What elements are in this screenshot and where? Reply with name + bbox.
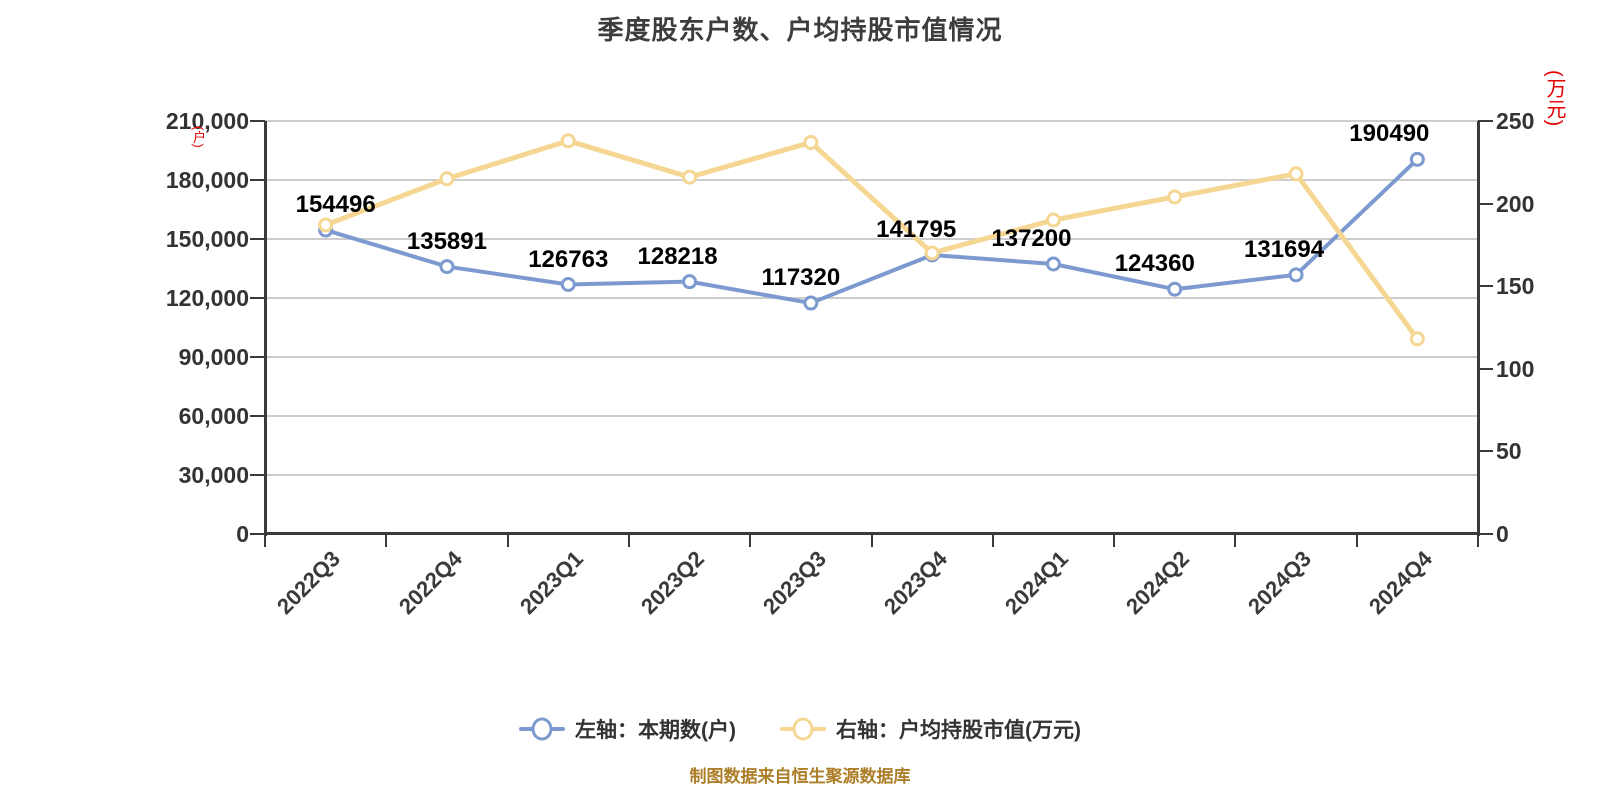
y-axis-tick	[1478, 367, 1493, 370]
gridline	[265, 414, 1478, 417]
gridline	[265, 296, 1478, 299]
x-axis-tick	[385, 534, 388, 547]
data-point[interactable]	[1045, 256, 1061, 272]
data-label: 137200	[991, 225, 1072, 252]
y-axis-tick-label: 210,000	[165, 108, 249, 134]
legend-label: 右轴：户均持股市值(万元)	[836, 719, 1081, 742]
y-axis-tick-label: 180,000	[165, 166, 249, 193]
chart-title: 季度股东户数、户均持股市值情况	[597, 15, 1003, 45]
y-axis-tick-label: 120,000	[165, 284, 249, 311]
y-axis-tick-label: 200	[1496, 190, 1535, 217]
y-axis-tick-label: 250	[1496, 108, 1535, 134]
data-point[interactable]	[803, 134, 819, 150]
x-axis-tick	[627, 534, 630, 547]
data-source-footer: 制图数据来自恒生聚源数据库	[689, 767, 911, 786]
x-axis-tick	[264, 534, 266, 547]
y-axis-tick	[1478, 202, 1493, 205]
y-axis-tick	[250, 532, 265, 535]
data-point[interactable]	[439, 171, 455, 187]
y-axis-tick	[250, 296, 265, 299]
x-axis-tick	[749, 534, 752, 547]
data-label: 124360	[1114, 250, 1195, 278]
legend-label: 左轴：本期数(户)	[575, 719, 736, 742]
y-axis-tick	[250, 414, 265, 417]
data-label: 190490	[1349, 120, 1430, 148]
y-axis-line-left	[263, 121, 267, 536]
y-axis-tick	[250, 237, 265, 240]
data-label: 126763	[528, 245, 609, 273]
gridline	[265, 237, 1478, 240]
data-label: 128218	[637, 242, 718, 270]
series-line-yellow	[323, 138, 1420, 342]
y-axis-tick	[250, 178, 265, 181]
data-label: 117320	[761, 264, 841, 292]
y-axis-tick-label: 0	[236, 520, 249, 547]
data-point[interactable]	[682, 169, 698, 185]
data-point[interactable]	[682, 274, 698, 290]
y-axis-tick-label: 150,000	[165, 225, 249, 252]
legend-line-marker-blue	[519, 717, 565, 741]
gridline	[265, 473, 1478, 476]
legend-line-marker-yellow	[780, 717, 826, 741]
y-axis-tick	[1478, 450, 1493, 452]
y-axis-tick-label: 150	[1496, 273, 1535, 299]
legend-dot-icon	[792, 717, 814, 741]
gridline	[265, 178, 1478, 181]
x-axis-tick	[1234, 534, 1237, 547]
data-point[interactable]	[439, 259, 455, 275]
x-axis-tick	[1477, 534, 1479, 547]
legend-item-avg-holding-value[interactable]: 右轴：户均持股市值(万元)	[780, 714, 1081, 744]
x-axis-tick	[1355, 534, 1358, 547]
y-axis-tick-label: 60,000	[178, 402, 249, 429]
gridline	[265, 120, 1478, 122]
y-axis-tick-label: 90,000	[178, 343, 249, 370]
data-point[interactable]	[803, 295, 819, 311]
data-point[interactable]	[1409, 331, 1425, 347]
y-axis-tick-label: 30,000	[178, 461, 249, 488]
data-point[interactable]	[1167, 281, 1183, 297]
y-axis-tick	[1478, 532, 1493, 535]
x-axis-tick	[991, 534, 994, 547]
data-point[interactable]	[560, 277, 576, 293]
y-axis-tick	[250, 473, 265, 476]
y-axis-line-right	[1476, 121, 1480, 536]
x-axis-tick	[506, 534, 509, 547]
data-label: 135891	[406, 227, 487, 255]
x-axis-line	[263, 532, 1480, 535]
legend-item-shareholder-count[interactable]: 左轴：本期数(户)	[519, 714, 736, 744]
y-axis-tick-label: 0	[1496, 520, 1509, 547]
data-point[interactable]	[1045, 212, 1061, 228]
data-point[interactable]	[1409, 151, 1425, 167]
data-label: 131694	[1244, 235, 1325, 263]
legend-dot-icon	[531, 717, 553, 741]
legend: 左轴：本期数(户) 右轴：户均持股市值(万元)	[0, 714, 1600, 744]
left-axis-unit-label: (户)	[191, 126, 206, 148]
data-label: 141795	[876, 215, 957, 243]
y-axis-tick-label: 100	[1496, 355, 1535, 382]
data-point[interactable]	[924, 245, 940, 261]
series-line-blue	[323, 157, 1420, 306]
data-label: 154496	[295, 191, 376, 219]
y-axis-tick-label: 50	[1496, 438, 1522, 464]
y-axis-tick	[250, 120, 265, 122]
x-axis-tick	[870, 534, 873, 547]
gridline	[265, 355, 1478, 358]
data-point[interactable]	[1288, 166, 1304, 182]
y-axis-tick	[250, 355, 265, 358]
data-point[interactable]	[318, 217, 334, 233]
data-point[interactable]	[560, 133, 576, 149]
data-point[interactable]	[1288, 267, 1304, 283]
data-point[interactable]	[1167, 189, 1183, 205]
y-axis-tick	[1478, 120, 1493, 122]
y-axis-tick	[1478, 285, 1493, 287]
x-axis-tick	[1113, 534, 1116, 547]
right-axis-unit-label: (万元)	[1543, 70, 1565, 128]
